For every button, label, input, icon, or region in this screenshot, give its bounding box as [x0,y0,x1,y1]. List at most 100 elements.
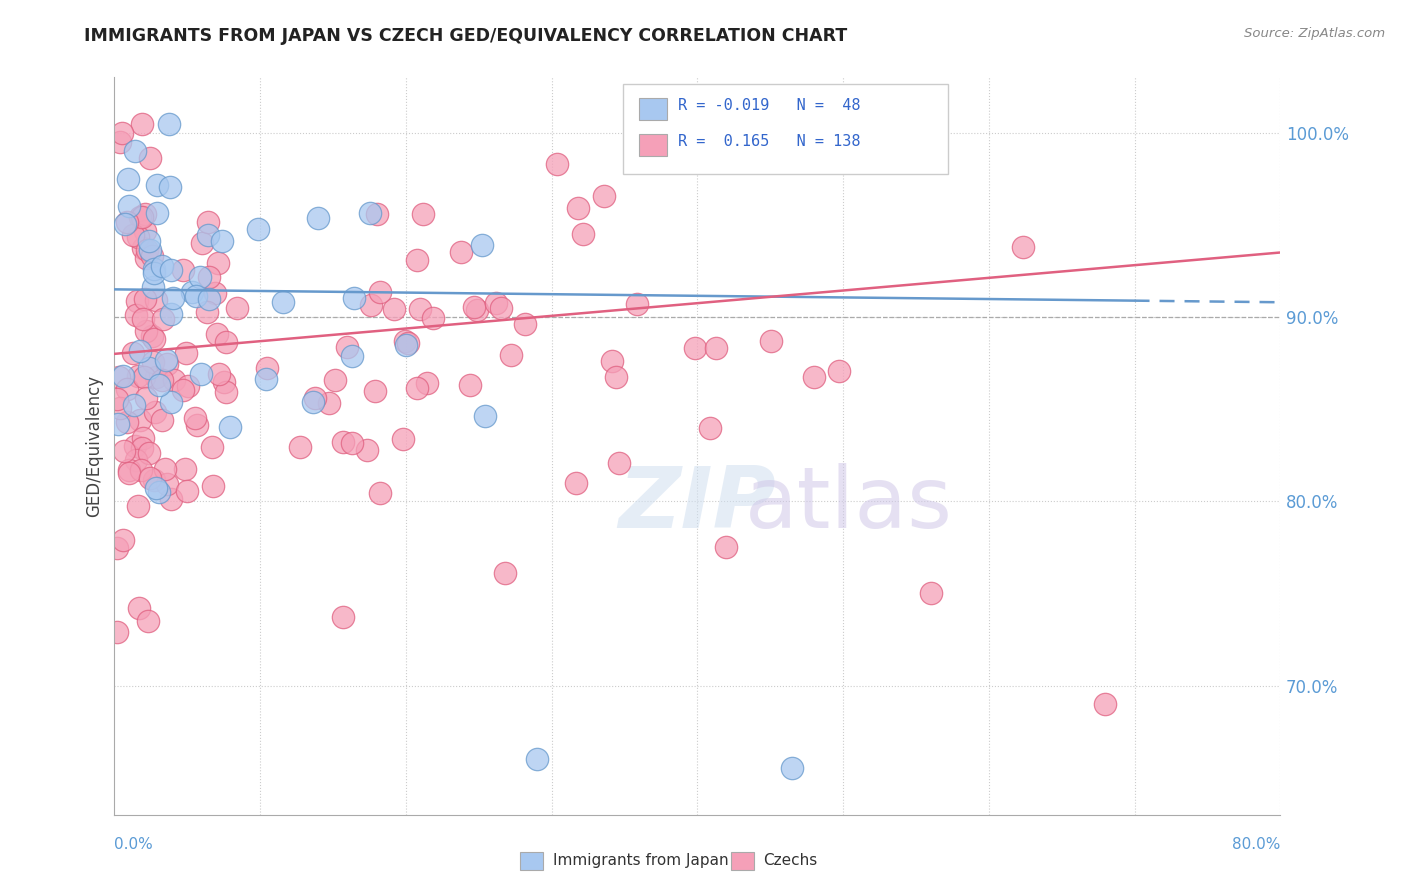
Point [219,420,242,434]
Point [340,435,363,450]
Point [332,434,354,449]
Point [162,291,184,305]
Point [485,296,508,310]
Point [394,334,416,348]
Point [197,270,219,285]
Point [131,116,153,130]
Point [172,384,194,398]
Point [225,301,247,316]
Point [359,206,381,220]
Point [395,338,418,352]
Text: 0.0%: 0.0% [114,837,153,852]
Point [128,211,150,225]
Point [108,370,131,384]
Point [155,462,177,476]
Point [143,333,166,347]
Point [174,346,197,360]
Point [1094,697,1116,711]
Point [685,341,707,355]
Point [122,346,145,360]
Point [325,372,347,386]
Point [111,533,134,547]
Point [197,215,219,229]
Point [271,294,294,309]
Point [141,329,163,343]
Point [174,462,197,476]
Point [190,367,212,381]
Point [607,456,630,470]
Point [184,289,207,303]
Point [135,243,157,257]
Point [112,369,135,384]
Point [157,116,180,130]
Point [803,369,825,384]
Point [139,471,162,485]
Point [172,263,194,277]
Text: Source: ZipAtlas.com: Source: ZipAtlas.com [1244,27,1385,40]
Point [605,369,627,384]
Point [396,335,419,350]
Point [105,392,128,406]
Point [489,301,512,315]
Point [565,476,588,491]
Y-axis label: GED/Equivalency: GED/Equivalency [86,375,103,517]
Point [704,341,727,355]
Point [699,421,721,435]
Point [758,108,780,122]
Point [114,218,136,232]
Point [118,199,141,213]
Point [138,445,160,459]
Point [207,256,229,270]
Point [118,466,141,480]
Point [572,227,595,241]
Point [115,415,138,429]
Point [142,262,165,277]
Text: atlas: atlas [745,464,953,547]
Point [132,431,155,445]
Point [159,307,181,321]
Point [148,378,170,392]
Point [135,324,157,338]
Point [499,348,522,362]
Point [471,238,494,252]
Point [406,253,429,268]
Point [131,441,153,455]
Point [191,236,214,251]
Point [405,381,427,395]
Point [135,391,157,405]
Point [134,292,156,306]
Point [129,344,152,359]
Point [474,409,496,423]
Point [132,370,155,384]
Point [163,373,186,387]
Point [131,210,153,224]
Point [336,340,359,354]
Point [780,762,803,776]
Point [124,144,146,158]
Point [198,292,221,306]
Point [118,462,141,476]
Point [195,305,218,319]
Point [117,214,139,228]
Point [105,624,128,639]
Point [176,484,198,499]
Point [201,440,224,454]
Point [150,259,173,273]
Point [111,126,134,140]
Point [122,398,145,412]
Point [412,207,434,221]
Point [356,442,378,457]
Point [360,298,382,312]
Point [212,375,235,389]
Point [626,297,648,311]
Point [132,241,155,255]
Point [342,349,364,363]
Point [150,373,173,387]
Point [920,586,942,600]
Point [129,413,152,427]
Point [256,360,278,375]
Point [127,499,149,513]
Text: 80.0%: 80.0% [1232,837,1281,852]
Point [145,370,167,384]
Point [159,180,181,194]
